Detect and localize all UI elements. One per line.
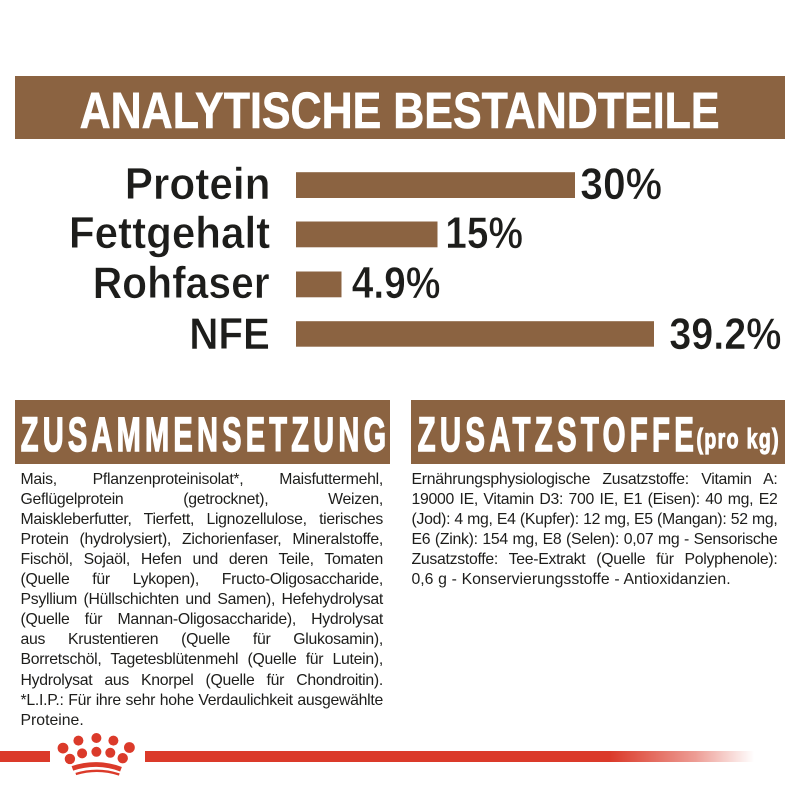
svg-text:Rohfaser: Rohfaser — [93, 258, 270, 308]
svg-text:NFE: NFE — [189, 309, 270, 359]
svg-text:(pro kg): (pro kg) — [697, 423, 781, 454]
svg-text:4.9%: 4.9% — [352, 258, 441, 308]
svg-text:30%: 30% — [580, 159, 662, 209]
svg-text:15%: 15% — [445, 208, 523, 258]
svg-text:ZUSAMMENSETZUNG: ZUSAMMENSETZUNG — [21, 408, 391, 462]
svg-text:Fettgehalt: Fettgehalt — [69, 208, 270, 258]
svg-text:ZUSATZSTOFFE: ZUSATZSTOFFE — [418, 408, 698, 462]
svg-text:ANALYTISCHE BESTANDTEILE: ANALYTISCHE BESTANDTEILE — [80, 82, 720, 139]
svg-text:Protein: Protein — [125, 159, 271, 209]
svg-text:39.2%: 39.2% — [669, 309, 781, 359]
